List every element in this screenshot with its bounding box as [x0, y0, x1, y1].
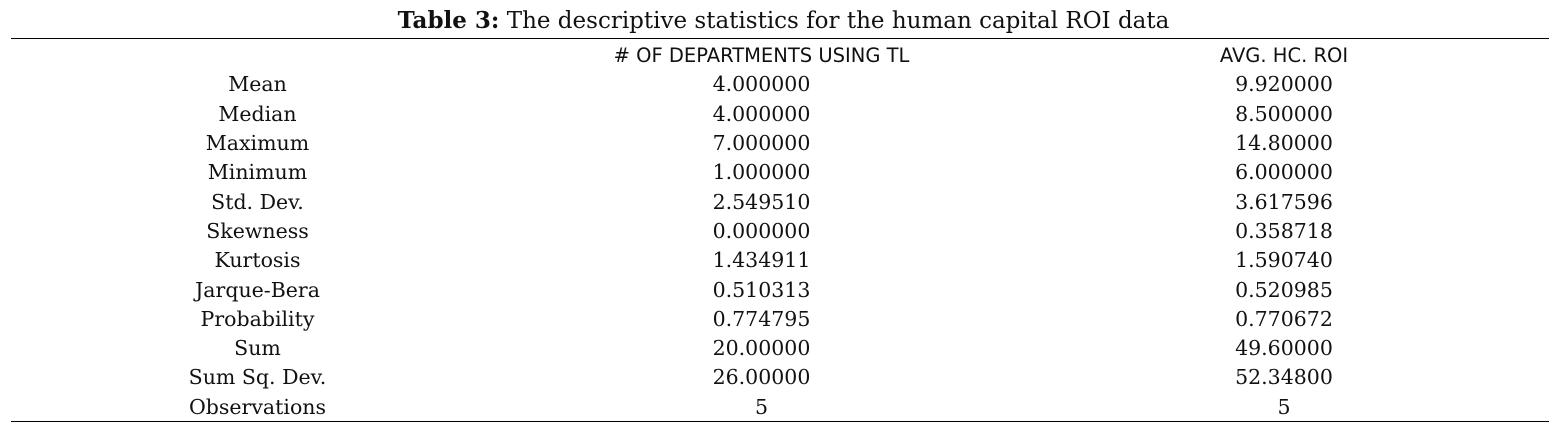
roi-value: 49.60000 — [1235, 336, 1333, 361]
table-header-row: # OF DEPARTMENTS USING TL AVG. HC. ROI — [11, 41, 1549, 70]
row-label: Sum Sq. Dev. — [188, 365, 327, 390]
table-row: Median 4.000000 8.500000 — [11, 100, 1549, 129]
row-label: Minimum — [207, 160, 308, 185]
departments-value: 2.549510 — [712, 189, 811, 214]
roi-value: 6.000000 — [1235, 160, 1333, 185]
roi-value: 52.34800 — [1235, 365, 1333, 390]
departments-value: 1.434911 — [712, 248, 811, 273]
table-caption-label: Table 3: — [397, 7, 500, 34]
row-label: Jarque-Bera — [195, 277, 320, 302]
departments-value: 26.00000 — [712, 365, 811, 390]
table-caption: Table 3: The descriptive statistics for … — [0, 6, 1567, 36]
row-label: Sum — [234, 336, 281, 361]
table-caption-text: The descriptive statistics for the human… — [499, 8, 1170, 34]
departments-value: 20.00000 — [712, 336, 811, 361]
departments-value: 4.000000 — [712, 72, 811, 97]
roi-value: 0.770672 — [1235, 306, 1333, 331]
departments-value: 7.000000 — [712, 131, 811, 156]
header-statistic — [11, 41, 504, 70]
table-row: Maximum 7.000000 14.80000 — [11, 129, 1549, 158]
departments-value: 1.000000 — [712, 160, 811, 185]
table-row: Mean 4.000000 9.920000 — [11, 70, 1549, 99]
row-label: Probability — [200, 306, 315, 331]
descriptive-statistics-table: # OF DEPARTMENTS USING TL AVG. HC. ROI M… — [11, 41, 1549, 422]
header-avg-hc-roi: AVG. HC. ROI — [1219, 44, 1349, 68]
departments-value: 0.774795 — [712, 306, 811, 331]
table-row: Kurtosis 1.434911 1.590740 — [11, 246, 1549, 275]
row-label: Mean — [228, 72, 287, 97]
roi-value: 8.500000 — [1235, 101, 1333, 126]
table-row: Jarque-Bera 0.510313 0.520985 — [11, 275, 1549, 304]
roi-value: 0.520985 — [1235, 277, 1333, 302]
row-label: Maximum — [205, 131, 310, 156]
row-label: Kurtosis — [214, 248, 301, 273]
row-label: Std. Dev. — [211, 189, 304, 214]
roi-value: 1.590740 — [1235, 248, 1333, 273]
departments-value: 5 — [754, 394, 769, 419]
departments-value: 0.000000 — [712, 218, 811, 243]
table-row: Sum 20.00000 49.60000 — [11, 334, 1549, 363]
table-row: Probability 0.774795 0.770672 — [11, 305, 1549, 334]
roi-value: 3.617596 — [1235, 189, 1333, 214]
row-label: Skewness — [206, 218, 309, 243]
table-row: Std. Dev. 2.549510 3.617596 — [11, 187, 1549, 216]
table-row: Observations 5 5 — [11, 393, 1549, 422]
header-departments-using-tl: # OF DEPARTMENTS USING TL — [613, 44, 910, 68]
roi-value: 0.358718 — [1235, 218, 1333, 243]
row-label: Median — [218, 101, 297, 126]
roi-value: 5 — [1277, 394, 1291, 419]
roi-value: 14.80000 — [1235, 131, 1333, 156]
table-top-rule — [11, 38, 1549, 39]
row-label: Observations — [188, 394, 327, 419]
roi-value: 9.920000 — [1235, 72, 1333, 97]
table-bottom-rule — [11, 421, 1549, 422]
departments-value: 4.000000 — [712, 101, 811, 126]
table-row: Skewness 0.000000 0.358718 — [11, 217, 1549, 246]
table-row: Minimum 1.000000 6.000000 — [11, 158, 1549, 187]
departments-value: 0.510313 — [712, 277, 811, 302]
table-row: Sum Sq. Dev. 26.00000 52.34800 — [11, 363, 1549, 392]
